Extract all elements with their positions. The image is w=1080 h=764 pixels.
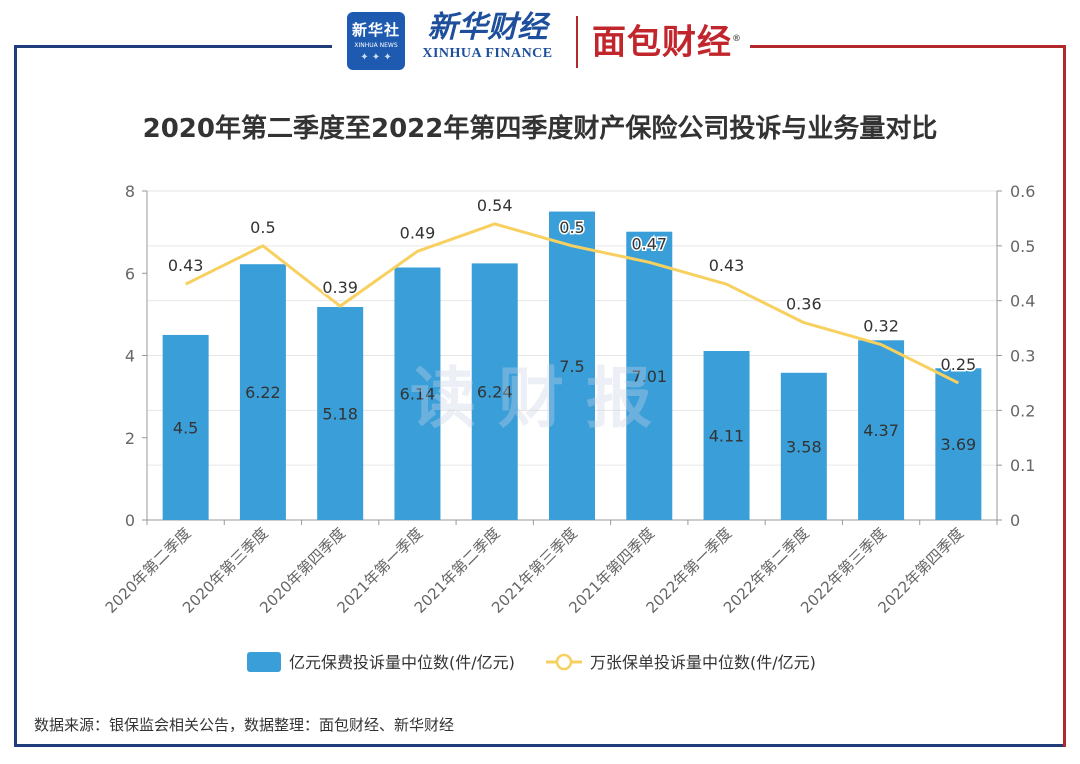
bar: [549, 211, 595, 520]
line-data-label: 0.36: [786, 295, 822, 314]
bar-data-label: 7.01: [631, 367, 667, 386]
logo-divider: [576, 16, 578, 68]
line-data-label: 0.5: [250, 218, 275, 237]
bar-data-label: 4.11: [709, 426, 745, 445]
bar: [471, 263, 518, 520]
bar: [780, 372, 827, 520]
line-data-label: 0.43: [168, 256, 204, 275]
bar: [626, 231, 673, 520]
bar-data-label: 4.5: [173, 418, 198, 437]
y-left-tick-label: 6: [125, 264, 135, 283]
xinhua-news-text: XINHUA NEWS: [354, 42, 398, 49]
bar: [703, 350, 750, 520]
bar: [317, 306, 364, 520]
mianbao-text: 面包财经: [592, 22, 732, 63]
frame-left: [14, 45, 23, 745]
y-right-tick-label: 0: [1010, 511, 1020, 530]
legend-bar-swatch: [247, 652, 281, 672]
y-left-tick-label: 4: [125, 347, 135, 366]
frame-top-right: [750, 45, 1066, 48]
bar-data-label: 6.22: [245, 383, 281, 402]
network-icon: ✦ ✦ ✦: [360, 52, 392, 63]
y-right-tick-label: 0.4: [1010, 292, 1035, 311]
y-right-tick-label: 0.1: [1010, 456, 1035, 475]
bar-data-label: 5.18: [322, 404, 358, 423]
y-left-tick-label: 2: [125, 429, 135, 448]
line-data-label: 0.5: [559, 218, 584, 237]
bar-data-label: 7.5: [559, 357, 584, 376]
xinhua-finance-cn: 新华财经: [427, 10, 548, 45]
frame-top-left: [14, 45, 332, 48]
y-right-tick-label: 0.3: [1010, 347, 1035, 366]
y-right-tick-label: 0.6: [1010, 182, 1035, 201]
line-data-label: 0.54: [477, 196, 513, 215]
xinhua-finance-logo: 新华财经 XINHUA FINANCE: [415, 10, 560, 62]
bar-data-label: 3.69: [941, 435, 977, 454]
bar-data-label: 6.24: [477, 383, 513, 402]
line-data-label: 0.47: [631, 234, 667, 253]
registered-mark: ®: [732, 34, 742, 44]
watermark: 读财报: [410, 360, 674, 437]
bar: [394, 267, 441, 520]
y-right-tick-label: 0.5: [1010, 237, 1035, 256]
y-left-tick-label: 8: [125, 182, 135, 201]
line-data-label: 0.25: [941, 355, 977, 374]
line-data-label: 0.39: [322, 278, 358, 297]
bar-data-label: 6.14: [400, 385, 436, 404]
legend-line-marker: [555, 653, 573, 671]
line-data-label: 0.49: [400, 223, 436, 242]
bar-data-label: 4.37: [863, 421, 899, 440]
mianbao-logo: 面包财经®: [592, 18, 742, 63]
frame-bottom: [14, 744, 1066, 747]
bar-data-label: 3.58: [786, 437, 822, 456]
chart-title: 2020年第二季度至2022年第四季度财产保险公司投诉与业务量对比: [142, 114, 938, 144]
line-series: [184, 222, 960, 385]
legend-line-label: 万张保单投诉量中位数(件/亿元): [590, 653, 816, 672]
y-left-tick-label: 0: [125, 511, 135, 530]
xinhua-finance-en: XINHUA FINANCE: [422, 46, 553, 61]
bar: [162, 334, 209, 520]
bar: [239, 264, 286, 520]
frame-right: [1063, 45, 1066, 747]
legend-bar-label: 亿元保费投诉量中位数(件/亿元): [289, 653, 515, 672]
source-note: 数据来源：银保监会相关公告，数据整理：面包财经、新华财经: [34, 716, 455, 734]
line-data-label: 0.32: [863, 317, 899, 336]
bar: [858, 340, 905, 520]
bar: [935, 368, 982, 520]
line-data-label: 0.43: [709, 256, 745, 275]
y-right-tick-label: 0.2: [1010, 401, 1035, 420]
xinhua-news-logo: 新华社 XINHUA NEWS ✦ ✦ ✦: [347, 12, 405, 70]
xinhua-she-text: 新华社: [351, 21, 400, 39]
